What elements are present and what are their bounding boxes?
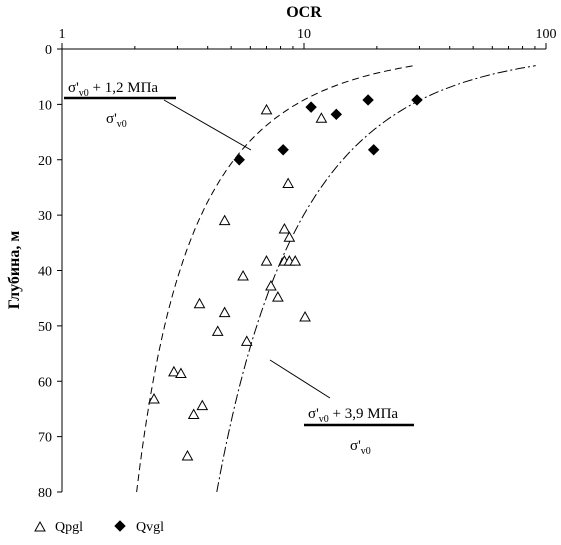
qpgl-point: [237, 270, 249, 281]
qvgl-point: [330, 108, 343, 121]
qpgl-point: [260, 103, 273, 115]
y-tick-label: 10: [38, 98, 52, 113]
legend-label-qvgl: Qvgl: [136, 520, 164, 535]
y-tick-label: 50: [38, 320, 52, 335]
qpgl-point: [299, 310, 311, 322]
annotation-upper-leader: [163, 99, 252, 151]
qvgl-point: [277, 144, 289, 156]
qpgl-point: [282, 177, 294, 189]
y-tick-label: 60: [38, 375, 52, 390]
series-qpgl: [148, 103, 328, 461]
y-tick-label: 70: [38, 431, 52, 446]
qvgl-point: [233, 154, 245, 166]
annotation-lower-leader: [269, 359, 331, 399]
qpgl-point: [260, 255, 273, 266]
qpgl-point: [175, 367, 187, 378]
qpgl-point: [193, 297, 206, 309]
legend-label-qpgl: Qpgl: [55, 520, 83, 535]
x-axis-title: OCR: [286, 4, 322, 21]
legend-diamond-icon: [114, 520, 126, 532]
qpgl-point: [218, 214, 231, 226]
annotation-upper-numerator: σ'v0 + 1,2 МПа: [68, 80, 158, 99]
qpgl-point: [218, 306, 231, 318]
qvgl-point: [367, 144, 380, 156]
annotation-lower-numerator: σ'v0 + 3,9 МПа: [308, 406, 398, 425]
qpgl-point: [240, 335, 253, 346]
qpgl-point: [196, 399, 209, 411]
legend-triangle-icon: [34, 520, 46, 532]
y-tick-label: 0: [45, 43, 52, 58]
qpgl-point: [148, 392, 160, 404]
qpgl-point: [315, 112, 328, 123]
qpgl-point: [181, 449, 194, 461]
qvgl-point: [411, 94, 423, 106]
qpgl-point: [283, 231, 296, 242]
y-tick-label: 20: [38, 154, 52, 169]
qpgl-point: [265, 279, 277, 291]
x-tick-label: 1: [59, 27, 66, 42]
curve-1-2mpa: [136, 65, 415, 493]
qpgl-point: [187, 408, 200, 419]
annotation-upper-denominator: σ'v0: [106, 111, 127, 130]
y-axis-title: Глубина, м: [6, 231, 23, 310]
legend: Qpgl Qvgl: [34, 520, 164, 535]
annotation-upper: σ'v0 + 1,2 МПа σ'v0: [64, 80, 252, 151]
series-qvgl: [233, 94, 423, 166]
qpgl-point: [211, 325, 224, 336]
y-tick-label: 40: [38, 265, 52, 280]
qpgl-point: [289, 255, 302, 266]
x-axis-ticks: 1 10 100: [59, 27, 557, 49]
annotation-lower-denominator: σ'v0: [350, 438, 371, 457]
x-tick-label: 100: [536, 27, 557, 42]
qpgl-point: [168, 365, 180, 377]
qvgl-point: [362, 94, 374, 106]
curve-3-9mpa: [216, 65, 536, 493]
qpgl-point: [272, 291, 284, 302]
y-tick-label: 80: [38, 486, 52, 501]
x-tick-label: 10: [297, 27, 311, 42]
qvgl-point: [305, 101, 317, 113]
qpgl-point: [278, 222, 291, 234]
y-tick-label: 30: [38, 209, 52, 224]
y-axis-ticks: 0 10 20 30 40 50 60 70 80: [38, 43, 62, 501]
annotation-lower: σ'v0 + 3,9 МПа σ'v0: [269, 359, 414, 457]
